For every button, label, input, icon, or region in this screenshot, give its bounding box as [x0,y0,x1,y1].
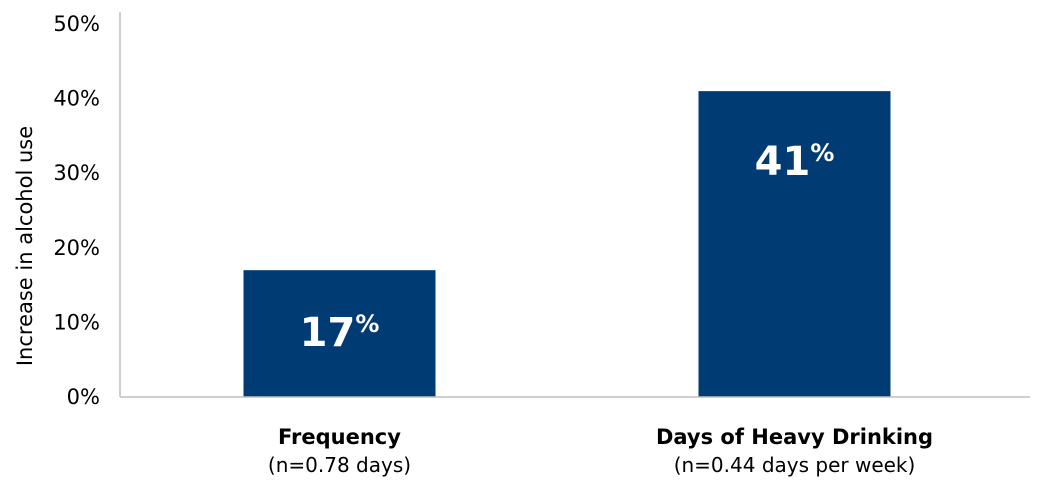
y-tick-label: 10% [53,310,100,334]
x-category-sublabel: (n=0.44 days per week) [674,453,916,477]
data-label: 17% [300,310,380,356]
x-category-sublabel: (n=0.78 days) [268,453,411,477]
x-category-label: Frequency [278,425,401,449]
data-labels: 17%41% [300,139,835,356]
bars [243,91,891,397]
data-label-unit: % [810,139,834,167]
data-label-number: 17 [300,310,356,356]
y-tick-label: 40% [53,87,100,111]
x-axis-labels: Frequency (n=0.78 days) Days of Heavy Drin… [268,425,933,477]
y-tick-label: 20% [53,236,100,260]
bar [698,91,891,397]
y-tick-label: 30% [53,161,100,185]
y-axis-ticks: 0% 10% 20% 30% 40% 50% [53,12,100,409]
y-tick-label: 50% [53,12,100,36]
data-label-number: 41 [755,139,811,185]
data-label: 41% [755,139,835,185]
bar [243,270,436,397]
data-label-unit: % [355,310,379,338]
y-axis-title: Increase in alcohol use [13,126,37,366]
x-category-label: Days of Heavy Drinking [656,425,933,449]
y-tick-label: 0% [67,385,100,409]
